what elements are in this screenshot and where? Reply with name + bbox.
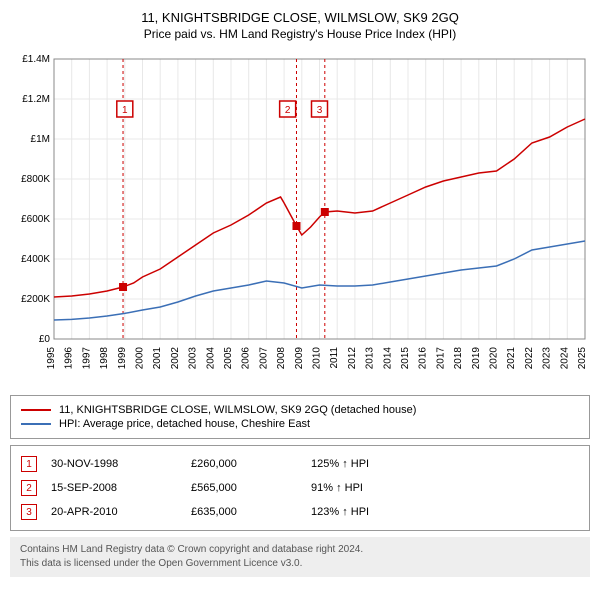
sale-hpi: 125% ↑ HPI <box>311 458 431 470</box>
sale-price: £635,000 <box>191 506 311 518</box>
svg-text:2002: 2002 <box>170 347 181 370</box>
svg-text:2019: 2019 <box>471 347 482 370</box>
svg-text:2023: 2023 <box>542 347 553 370</box>
chart-subtitle: Price paid vs. HM Land Registry's House … <box>10 27 590 41</box>
svg-text:£200K: £200K <box>21 294 50 305</box>
sale-hpi: 123% ↑ HPI <box>311 506 431 518</box>
svg-text:2011: 2011 <box>329 347 340 369</box>
footer-line: This data is licensed under the Open Gov… <box>20 557 580 571</box>
svg-text:2020: 2020 <box>489 347 500 370</box>
svg-text:2007: 2007 <box>258 347 269 370</box>
svg-text:1999: 1999 <box>117 347 128 370</box>
sale-price: £565,000 <box>191 482 311 494</box>
svg-text:2004: 2004 <box>205 347 216 370</box>
legend-label: 11, KNIGHTSBRIDGE CLOSE, WILMSLOW, SK9 2… <box>59 404 416 416</box>
legend-box: 11, KNIGHTSBRIDGE CLOSE, WILMSLOW, SK9 2… <box>10 395 590 439</box>
sale-row: 2 15-SEP-2008 £565,000 91% ↑ HPI <box>21 476 579 500</box>
sale-marker-icon: 1 <box>21 456 37 472</box>
svg-text:2016: 2016 <box>418 347 429 370</box>
legend-label: HPI: Average price, detached house, Ches… <box>59 418 310 430</box>
svg-text:2005: 2005 <box>223 347 234 370</box>
svg-text:£400K: £400K <box>21 254 50 265</box>
svg-text:1996: 1996 <box>64 347 75 370</box>
svg-text:2012: 2012 <box>347 347 358 370</box>
chart-plot-area: £0 £200K £400K £600K £800K £1M £1.2M £1.4M 1995 1… <box>10 49 590 389</box>
svg-text:2008: 2008 <box>276 347 287 370</box>
footer-attribution: Contains HM Land Registry data © Crown c… <box>10 537 590 577</box>
svg-text:1998: 1998 <box>99 347 110 370</box>
sale-hpi: 91% ↑ HPI <box>311 482 431 494</box>
legend-item-hpi: HPI: Average price, detached house, Ches… <box>21 418 579 430</box>
svg-text:2: 2 <box>285 105 291 116</box>
sale-marker-icon: 2 <box>21 480 37 496</box>
legend-swatch <box>21 409 51 411</box>
sale-date: 15-SEP-2008 <box>51 482 191 494</box>
svg-text:2024: 2024 <box>559 347 570 370</box>
svg-text:1997: 1997 <box>81 347 92 370</box>
svg-text:2021: 2021 <box>506 347 517 370</box>
svg-text:2001: 2001 <box>152 347 163 370</box>
svg-text:2013: 2013 <box>365 347 376 370</box>
svg-text:2015: 2015 <box>400 347 411 370</box>
chart-title: 11, KNIGHTSBRIDGE CLOSE, WILMSLOW, SK9 2… <box>10 10 590 25</box>
svg-text:2000: 2000 <box>135 347 146 370</box>
svg-text:2003: 2003 <box>188 347 199 370</box>
svg-text:£600K: £600K <box>21 214 50 225</box>
footer-line: Contains HM Land Registry data © Crown c… <box>20 543 580 557</box>
sale-row: 1 30-NOV-1998 £260,000 125% ↑ HPI <box>21 452 579 476</box>
svg-text:2014: 2014 <box>382 347 393 370</box>
sale-row: 3 20-APR-2010 £635,000 123% ↑ HPI <box>21 500 579 524</box>
svg-text:3: 3 <box>317 105 323 116</box>
svg-text:1: 1 <box>122 105 128 116</box>
legend-swatch <box>21 423 51 425</box>
svg-text:2025: 2025 <box>577 347 588 370</box>
sales-table: 1 30-NOV-1998 £260,000 125% ↑ HPI 2 15-S… <box>10 445 590 531</box>
chart-container: 11, KNIGHTSBRIDGE CLOSE, WILMSLOW, SK9 2… <box>10 10 590 577</box>
svg-text:£800K: £800K <box>21 174 50 185</box>
svg-text:2010: 2010 <box>312 347 323 370</box>
chart-svg: £0 £200K £400K £600K £800K £1M £1.2M £1.4M 1995 1… <box>10 49 590 389</box>
svg-text:1995: 1995 <box>46 347 57 370</box>
sale-date: 20-APR-2010 <box>51 506 191 518</box>
svg-text:£1.4M: £1.4M <box>22 54 50 65</box>
svg-text:£0: £0 <box>39 334 51 345</box>
svg-text:2022: 2022 <box>524 347 535 370</box>
svg-text:2009: 2009 <box>294 347 305 370</box>
legend-item-property: 11, KNIGHTSBRIDGE CLOSE, WILMSLOW, SK9 2… <box>21 404 579 416</box>
sale-price: £260,000 <box>191 458 311 470</box>
sale-marker-icon: 3 <box>21 504 37 520</box>
svg-text:£1.2M: £1.2M <box>22 94 50 105</box>
svg-text:2017: 2017 <box>435 347 446 370</box>
svg-text:2018: 2018 <box>453 347 464 370</box>
sale-date: 30-NOV-1998 <box>51 458 191 470</box>
svg-text:2006: 2006 <box>241 347 252 370</box>
svg-text:£1M: £1M <box>31 134 50 145</box>
